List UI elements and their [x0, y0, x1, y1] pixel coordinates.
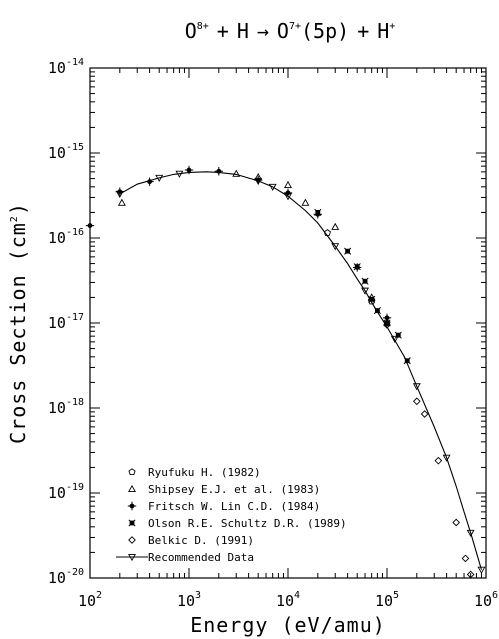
x-tick-label-2: 104 [276, 590, 300, 610]
title-plus-2: + [357, 19, 369, 43]
title-target: H [237, 19, 249, 43]
point-s3-1 [344, 247, 352, 255]
point-s4-4 [452, 518, 461, 527]
legend-label-2: Fritsch W. Lin C.D. (1984) [148, 500, 320, 513]
y-tick-label-3: 10-17 [48, 312, 84, 332]
y-axis-label-exp: 2 [9, 215, 20, 222]
data-points [85, 165, 486, 579]
legend-label-0: Ryufuku H. (1982) [148, 466, 261, 479]
y-tick-label-0: 10-14 [48, 57, 84, 77]
point-s4-6 [466, 570, 475, 579]
point-s0-2 [383, 319, 391, 327]
legend-item-2: Fritsch W. Lin C.D. (1984) [127, 500, 320, 513]
point-s3-2 [353, 263, 361, 271]
y-axis-label-suffix: ) [6, 202, 30, 215]
legend-label-1: Shipsey E.J. et al. (1983) [148, 483, 320, 496]
point-s5-12 [477, 566, 486, 574]
point-s0-0 [323, 229, 331, 236]
point-s5-10 [442, 454, 451, 462]
title-proton: H [377, 19, 389, 43]
legend-label-5: Recommended Data [148, 551, 254, 564]
point-s2-3 [184, 165, 194, 175]
point-s5-5 [284, 193, 292, 201]
point-s1-3 [284, 180, 292, 189]
legend-item-3: Olson R.E. Schultz D.R. (1989) [128, 517, 347, 530]
point-s1-0 [117, 198, 126, 206]
point-s4-1 [412, 397, 421, 406]
point-s5-6 [331, 243, 340, 251]
legend: Ryufuku H. (1982) Shipsey E.J. et al. (19… [116, 466, 347, 564]
recommended-curve [119, 171, 482, 570]
x-tick-label-3: 105 [375, 590, 399, 610]
title-ion: O [185, 19, 197, 43]
legend-marker-0 [128, 468, 136, 476]
legend-label-4: Belkic D. (1991) [148, 534, 254, 547]
point-s1-1 [232, 169, 241, 177]
point-s5-0 [115, 190, 124, 199]
point-s2-0 [85, 221, 95, 230]
point-s4-5 [461, 554, 470, 563]
x-tick-labels: 102 103 104 105 106 [78, 590, 498, 610]
title-proton-charge: + [389, 21, 395, 32]
point-s5-11 [466, 529, 475, 537]
title-product: O [277, 19, 289, 43]
y-tick-label-1: 10-15 [48, 142, 84, 162]
x-tick-label-0: 102 [78, 590, 102, 610]
legend-marker-4 [128, 536, 136, 544]
point-s3-6 [383, 319, 391, 327]
legend-item-5: Recommended Data [116, 551, 254, 564]
y-axis-label: Cross Section (cm2) [6, 202, 30, 444]
y-tick-label-6: 10-20 [48, 567, 84, 587]
point-s1-5 [331, 222, 340, 230]
title-product-charge: 7+ [289, 21, 301, 32]
legend-marker-2 [127, 501, 137, 511]
y-tick-labels: 10-14 10-15 10-16 10-17 10-18 10-19 10-20 [48, 57, 84, 587]
axis-ticks [90, 68, 486, 578]
point-s5-8 [390, 335, 399, 344]
point-s3-8 [403, 357, 411, 365]
point-s3-0 [314, 208, 322, 216]
legend-marker-5 [128, 553, 136, 562]
y-axis-label-prefix: Cross Section (cm [6, 222, 30, 444]
point-s2-4 [214, 167, 224, 176]
y-tick-label-4: 10-18 [48, 397, 84, 417]
legend-marker-1 [128, 484, 136, 493]
point-s5-3 [254, 177, 263, 185]
x-tick-label-1: 103 [177, 590, 201, 610]
point-s3-5 [373, 307, 381, 315]
point-s2-5 [253, 175, 263, 185]
title-state: (5p) [301, 19, 349, 43]
point-s3-3 [361, 277, 369, 285]
title-arrow: → [257, 19, 269, 43]
point-s5-9 [412, 383, 421, 391]
point-s2-2 [145, 177, 154, 186]
legend-marker-3 [128, 519, 136, 527]
point-s3-4 [368, 295, 376, 303]
x-axis-label: Energy (eV/amu) [190, 613, 386, 637]
point-s2-6 [283, 188, 293, 198]
point-s3-7 [394, 331, 402, 339]
point-s4-2 [420, 410, 429, 418]
point-s4-0 [383, 321, 391, 329]
legend-item-0: Ryufuku H. (1982) [128, 466, 261, 479]
point-s5-1 [155, 174, 164, 182]
point-s5-4 [268, 183, 277, 191]
legend-item-1: Shipsey E.J. et al. (1983) [128, 483, 320, 496]
legend-label-3: Olson R.E. Schultz D.R. (1989) [148, 517, 347, 530]
x-tick-label-4: 106 [474, 590, 498, 610]
title-plus-1: + [217, 19, 229, 43]
title-ion-charge: 8+ [197, 21, 209, 32]
point-s5-7 [361, 287, 370, 295]
point-s5-2 [175, 170, 184, 178]
point-s1-4 [301, 198, 310, 206]
y-tick-label-5: 10-19 [48, 482, 84, 502]
legend-item-4: Belkic D. (1991) [128, 534, 254, 547]
point-s4-3 [434, 456, 443, 465]
y-tick-label-2: 10-16 [48, 227, 84, 247]
chart-title: O8+ + H → O7+(5p) + H+ [185, 19, 396, 43]
